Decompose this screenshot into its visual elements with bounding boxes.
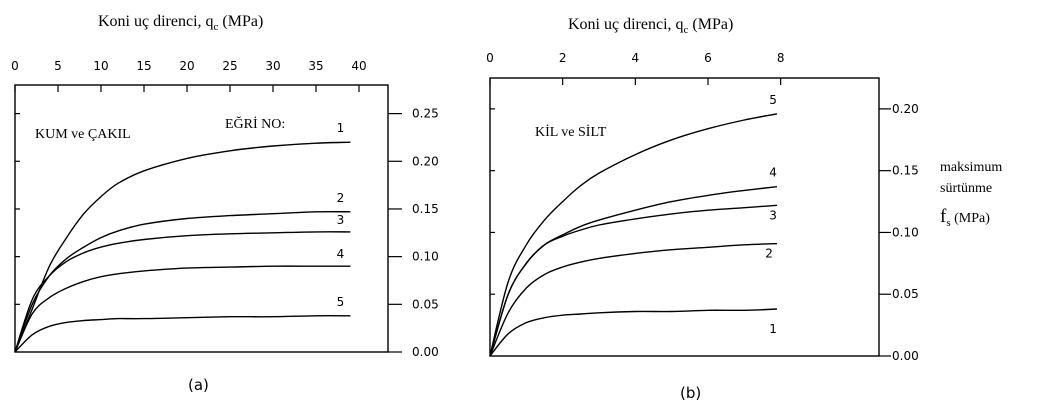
- series-line-3: [14, 231, 351, 353]
- panel-b-x-ticks: 0 2 4 6 8: [486, 51, 784, 85]
- y-tick-label: 0.15: [412, 202, 439, 216]
- x-tick-label: 8: [777, 51, 785, 65]
- y-tick-label: 0.05: [412, 297, 439, 311]
- panel-a-caption: (a): [188, 376, 209, 394]
- x-tick-label: 15: [136, 59, 151, 73]
- x-tick-label: 10: [93, 59, 108, 73]
- panel-b-soil-label: KİL ve SİLT: [535, 124, 607, 140]
- panel-a-soil-label: KUM ve ÇAKIL: [35, 127, 131, 142]
- panel-a-curve-number-label: EĞRİ NO:: [225, 115, 285, 132]
- series-label-1: 1: [337, 121, 345, 135]
- x-tick-label: 20: [179, 59, 194, 73]
- series-label-2: 2: [765, 247, 773, 261]
- panel-b-y-label-line1: maksimum: [940, 160, 1002, 175]
- x-tick-label: 30: [265, 59, 280, 73]
- x-tick-label: 4: [632, 51, 640, 65]
- x-tick-label: 2: [559, 51, 567, 65]
- series-label-3: 3: [769, 208, 777, 222]
- series-label-1: 1: [769, 322, 777, 336]
- panel-a-title: Koni uç direnci, qc (MPa): [98, 13, 263, 33]
- x-tick-label: 5: [54, 59, 62, 73]
- series-line-5: [14, 315, 351, 353]
- series-label-5: 5: [769, 93, 777, 107]
- panel-b-y-label-symbol: fs (MPa): [940, 206, 990, 229]
- y-tick-label: 0.20: [412, 154, 439, 168]
- x-tick-label: 6: [704, 51, 712, 65]
- x-tick-label: 40: [351, 59, 366, 73]
- y-tick-label: 0.15: [892, 164, 919, 178]
- x-tick-label: 35: [308, 59, 323, 73]
- series-label-2: 2: [337, 191, 345, 205]
- y-tick-label: 0.20: [892, 102, 919, 116]
- panel-a: Koni uç direnci, qc (MPa) 0 5 10 15 20 25 30 35…: [11, 13, 439, 394]
- y-tick-label: 0.00: [412, 345, 439, 359]
- panel-b: Koni uç direnci, qc (MPa) 0 2 4 6 8 0.00 0.05…: [486, 16, 1002, 402]
- series-label-3: 3: [337, 213, 345, 227]
- series-line-3: [489, 204, 778, 357]
- panel-b-title: Koni uç direnci, qc (MPa): [568, 16, 733, 36]
- x-tick-label: 25: [222, 59, 237, 73]
- series-line-1: [489, 308, 778, 357]
- series-label-5: 5: [337, 295, 345, 309]
- y-tick-label: 0.10: [892, 225, 919, 239]
- y-tick-label: 0.05: [892, 287, 919, 301]
- panel-b-plot-frame: [489, 77, 880, 357]
- series-line-4: [489, 186, 778, 357]
- series-line-2: [489, 242, 778, 357]
- series-line-1: [14, 141, 351, 353]
- panel-b-y-label-line2: sürtünme: [940, 181, 992, 196]
- panel-b-curves: 5 4 3 2 1: [489, 93, 778, 357]
- x-tick-label: 0: [11, 59, 19, 73]
- panel-a-plot-frame: [14, 84, 389, 353]
- series-line-5: [489, 113, 778, 357]
- panel-a-y-ticks: 0.00 0.05 0.10 0.15 0.20 0.25: [15, 107, 439, 359]
- y-tick-label: 0.10: [412, 250, 439, 264]
- panel-a-curves: 1 2 3 4 5: [14, 121, 351, 353]
- y-tick-label: 0.00: [892, 349, 919, 363]
- y-tick-label: 0.25: [412, 107, 439, 121]
- series-line-4: [14, 265, 351, 353]
- panel-a-x-ticks: 0 5 10 15 20 25 30 35 40: [11, 59, 367, 92]
- x-tick-label: 0: [486, 51, 494, 65]
- panel-b-y-ticks: 0.00 0.05 0.10 0.15 0.20: [490, 102, 919, 363]
- series-label-4: 4: [337, 247, 345, 261]
- panel-b-caption: (b): [680, 384, 701, 402]
- series-label-4: 4: [769, 166, 777, 180]
